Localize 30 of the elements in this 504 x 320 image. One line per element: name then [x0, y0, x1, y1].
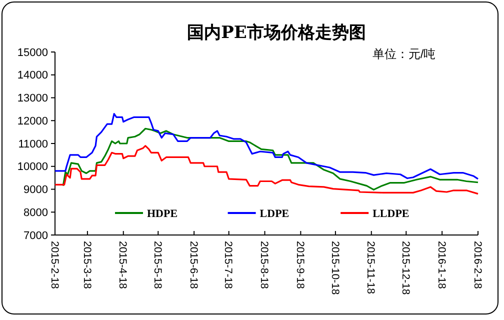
x-tick-label: 2016-2-18 [471, 241, 484, 290]
y-tick-label: 14000 [17, 70, 48, 82]
annotation: 单位：元/吨 [372, 47, 436, 61]
legend-label: LDPE [260, 208, 290, 220]
y-tick-label: 11000 [18, 138, 48, 150]
x-tick-label: 2015-7-18 [222, 241, 234, 290]
y-tick-label: 10000 [17, 161, 48, 174]
y-tick-label: 12000 [17, 115, 48, 128]
x-tick-label: 2015-2-18 [48, 241, 60, 290]
y-tick-label: 15000 [17, 46, 48, 59]
x-tick-label: 2015-4-18 [116, 241, 129, 290]
y-tick-label: 13000 [17, 92, 48, 105]
x-tick-label: 2015-6-18 [187, 241, 200, 290]
x-tick-label: 2015-10-18 [328, 241, 341, 295]
line-series [62, 128, 479, 191]
line-series [54, 112, 479, 180]
chart-title: 国内PE市场价格走势图 [187, 23, 366, 43]
legend-label: HDPE [147, 208, 178, 220]
x-tick-label: 2015-11-18 [364, 241, 377, 294]
y-tick-label: 8000 [24, 206, 48, 219]
x-tick-label: 2016-1-18 [435, 241, 448, 290]
x-tick-label: 2015-5-18 [151, 241, 164, 290]
x-tick-label: 2015-3-18 [80, 241, 93, 290]
y-tick-label: 9000 [24, 184, 48, 196]
y-tick-label: 7000 [24, 230, 48, 242]
x-tick-label: 2015-12-18 [399, 241, 412, 295]
x-tick-label: 2015-9-18 [294, 241, 306, 290]
x-tick-label: 2015-8-18 [258, 241, 270, 290]
line-series [54, 144, 479, 195]
legend-label: LLDPE [372, 208, 410, 220]
